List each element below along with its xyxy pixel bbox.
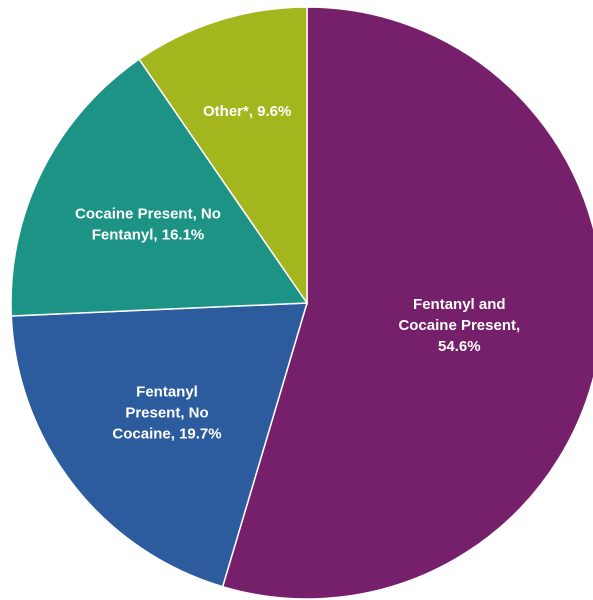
pie-slice-label-line: Fentanyl, 16.1% [92, 226, 205, 243]
pie-labels: Fentanyl and Cocaine Present, 54.6%Fentany… [75, 103, 520, 442]
pie-slice-label-line: Fentanyl and [413, 296, 506, 313]
pie-slice-label-line: Cocaine Present, [398, 317, 520, 334]
pie-slice-label-2: Fentanyl Present, No Cocaine, 19.7% [112, 383, 221, 442]
pie-slice-label-line: Other*, 9.6% [203, 103, 291, 120]
pie-slice-label-1: Fentanyl and Cocaine Present, 54.6% [398, 296, 520, 355]
pie-slice-3 [10, 58, 309, 317]
pie-slice-4 [138, 6, 308, 306]
pie-slice-label-3: Cocaine Present, No Fentanyl, 16.1% [75, 205, 221, 243]
pie-slice-2 [10, 302, 309, 588]
pie-slice-label-line: Fentanyl [136, 383, 198, 400]
pie-slice-label-line: Cocaine Present, No [75, 205, 221, 222]
pie-slice-1 [221, 6, 593, 600]
pie-slice-label-line: 54.6% [438, 338, 481, 355]
pie-slices [10, 6, 593, 600]
pie-slice-label-line: Cocaine, 19.7% [112, 425, 221, 442]
pie-slice-label-line: Present, No [125, 404, 208, 421]
pie-slice-label-4: Other*, 9.6% [203, 103, 291, 120]
